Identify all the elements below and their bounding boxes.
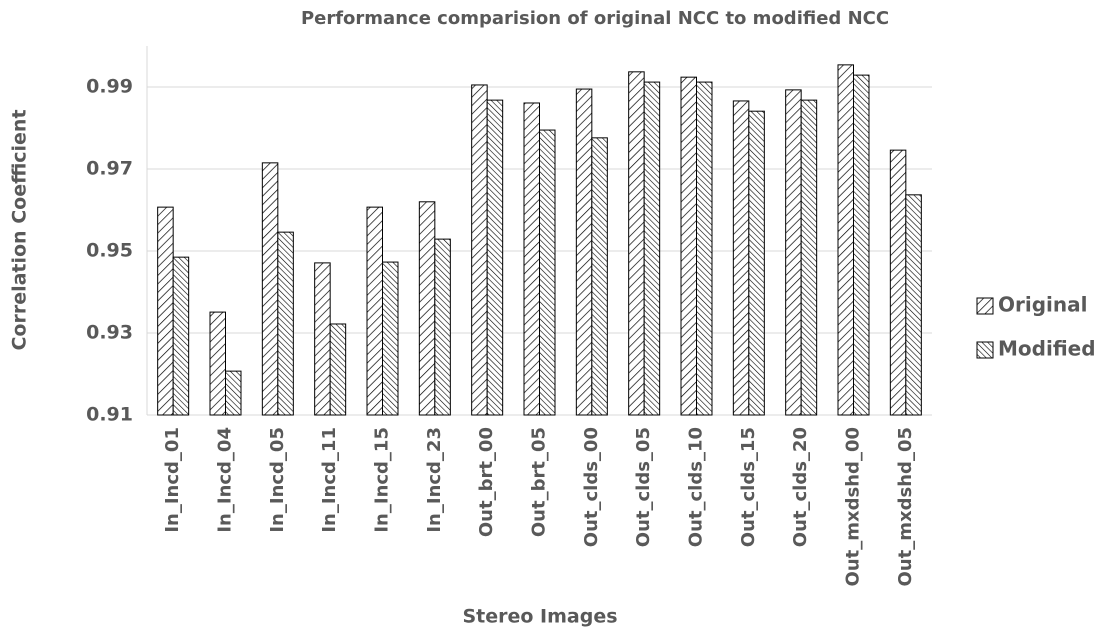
bar <box>418 201 436 416</box>
bar <box>277 231 294 416</box>
x-tick-label: Out_brt_05 <box>529 427 550 537</box>
bar <box>225 370 242 416</box>
chart-title: Performance comparision of original NCC … <box>301 8 889 29</box>
bar <box>471 84 488 416</box>
bar <box>643 81 661 416</box>
bar <box>523 102 540 416</box>
y-tick-label: 0.97 <box>86 158 133 180</box>
bar <box>591 137 608 416</box>
x-tick-label: In_Incd_11 <box>319 427 340 533</box>
x-tick-label: Out_clds_10 <box>686 427 707 547</box>
bar <box>539 129 556 416</box>
x-tick-label: Out_brt_00 <box>476 427 497 537</box>
y-tick-label: 0.99 <box>86 76 133 98</box>
x-tick-label: Out_mxdshd_00 <box>843 427 864 586</box>
x-tick-label: Out_mxdshd_05 <box>895 427 916 586</box>
bar <box>905 194 922 416</box>
bar <box>329 323 347 416</box>
x-tick-label: Out_clds_00 <box>581 427 602 547</box>
legend-swatch <box>976 341 994 359</box>
legend-label: Original <box>998 293 1087 317</box>
bar <box>157 206 174 416</box>
bar <box>696 81 713 416</box>
bar <box>172 256 190 416</box>
bar <box>680 76 697 416</box>
x-tick-label: In_Incd_05 <box>267 427 288 533</box>
legend-label: Modified <box>998 337 1096 361</box>
bar <box>261 162 279 416</box>
bar <box>314 262 331 416</box>
bar <box>853 74 870 416</box>
legend-swatch <box>976 297 994 315</box>
y-axis-title: Correlation Coefficient <box>9 109 31 350</box>
x-tick-label: Out_clds_05 <box>633 427 654 547</box>
x-tick-label: In_Incd_04 <box>215 427 236 533</box>
x-tick-label: Out_clds_15 <box>738 427 759 547</box>
x-tick-label: Out_clds_20 <box>790 427 811 547</box>
bar <box>486 99 504 416</box>
y-tick-label: 0.91 <box>86 404 133 426</box>
bar <box>366 206 383 416</box>
bar <box>575 88 593 416</box>
bar <box>800 99 818 416</box>
bar <box>748 110 765 416</box>
bar <box>837 64 854 416</box>
x-axis-title: Stereo Images <box>462 606 617 628</box>
bar <box>382 261 399 416</box>
bar <box>889 149 907 416</box>
bar <box>628 71 645 416</box>
bar <box>209 311 226 416</box>
y-tick-label: 0.95 <box>86 240 133 262</box>
bar <box>732 100 750 416</box>
bar <box>434 238 451 416</box>
y-tick-label: 0.93 <box>86 322 133 344</box>
bar <box>785 89 802 416</box>
x-tick-label: In_Incd_23 <box>424 427 445 533</box>
x-tick-label: In_Incd_15 <box>372 427 393 533</box>
x-tick-label: In_Incd_01 <box>162 427 183 533</box>
